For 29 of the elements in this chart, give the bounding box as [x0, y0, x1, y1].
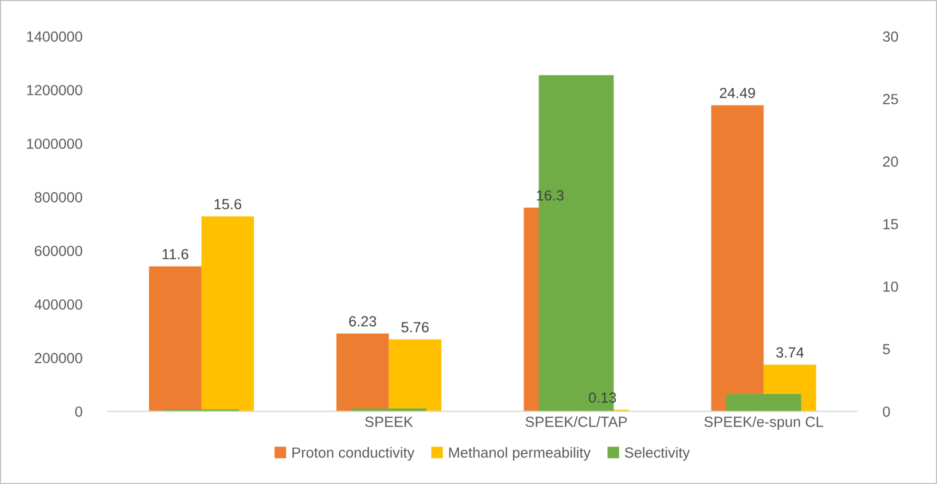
- legend-label: Selectivity: [624, 447, 690, 461]
- y2-tick-label: 0: [882, 406, 890, 417]
- y2-tick-label: 10: [883, 281, 898, 292]
- data-label: 6.23: [349, 316, 376, 326]
- y2-tick-label: 25: [883, 94, 898, 104]
- y-tick-label: 400000: [34, 299, 82, 310]
- y-tick-label: 200000: [34, 352, 82, 364]
- y2-tick-label: 30: [882, 31, 898, 42]
- y-tick-label: 1000000: [27, 138, 82, 149]
- y-tick-label: 1400000: [27, 31, 82, 42]
- x-tick-label: SPEEK/e-spun CL: [704, 416, 824, 430]
- y-tick-label: 0: [75, 406, 82, 417]
- data-label: 15.6: [214, 198, 242, 210]
- y-tick-label: 1200000: [27, 84, 82, 96]
- y-tick-label: 800000: [34, 192, 82, 202]
- legend-label: Proton conductivity: [292, 447, 414, 461]
- data-label: 24.49: [720, 88, 755, 98]
- x-tick-label: SPEEK: [365, 416, 414, 427]
- y2-tick-label: 15: [883, 219, 898, 230]
- bar: [148, 266, 202, 412]
- legend-label: Methanol permeability: [449, 447, 591, 461]
- x-tick-label: SPEEK/CL/TAP: [526, 416, 627, 427]
- y-tick-label: 600000: [34, 246, 82, 256]
- data-label: 5.76: [401, 322, 429, 332]
- data-label: 11.6: [162, 248, 188, 260]
- y2-tick-label: 5: [882, 344, 890, 354]
- y2-tick-label: 20: [883, 156, 898, 167]
- bar: [201, 216, 254, 412]
- data-label: 3.74: [776, 347, 804, 358]
